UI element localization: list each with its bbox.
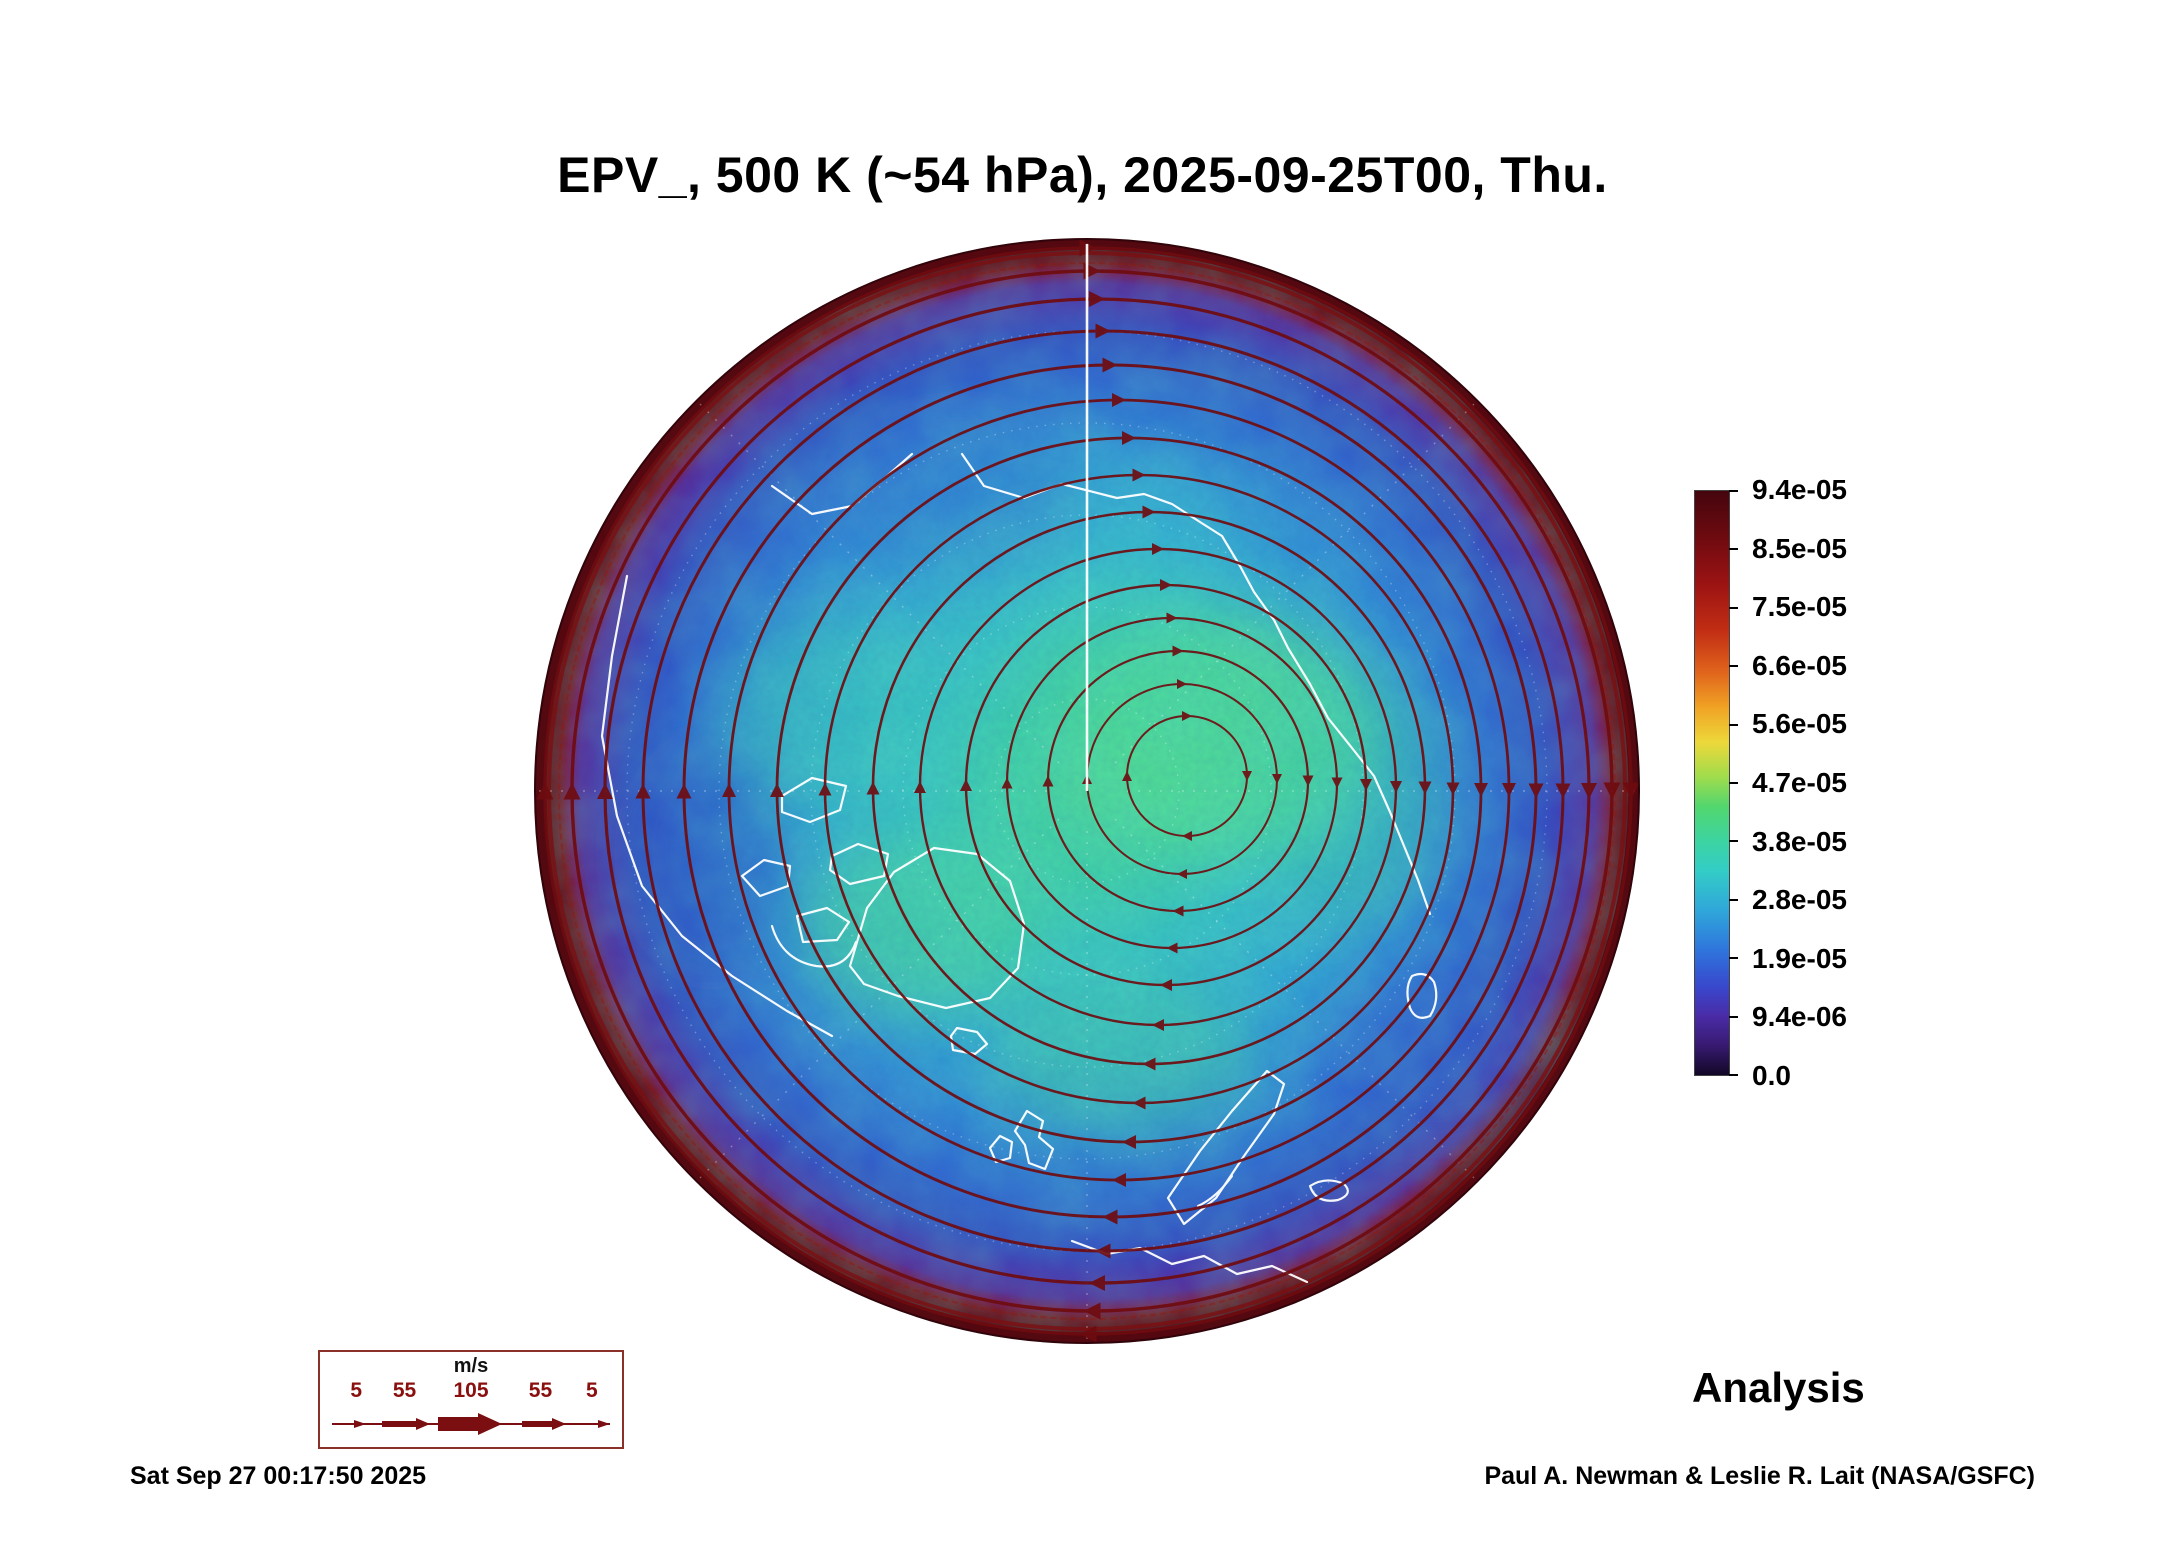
colorbar-labels: 9.4e-05 8.5e-05 7.5e-05 6.6e-05 5.6e-05 … bbox=[1752, 474, 1922, 1091]
colorbar-tick-label: 4.7e-05 bbox=[1752, 767, 1847, 798]
colorbar-tick-label: 9.4e-06 bbox=[1752, 1001, 1847, 1033]
streamlines bbox=[536, 239, 1639, 1343]
colorbar-tick-label: 0.0 bbox=[1752, 1060, 1791, 1091]
colorbar-tick-label: 9.4e-05 bbox=[1752, 474, 1847, 505]
wind-speed-legend: m/s 5 55 105 55 5 bbox=[318, 1350, 624, 1449]
colorbar-tick-label: 2.8e-05 bbox=[1752, 884, 1847, 916]
colorbar-tick bbox=[1729, 782, 1738, 784]
map-boundary bbox=[534, 238, 1640, 1344]
polar-map bbox=[534, 238, 1640, 1344]
wind-arrow-glyph bbox=[332, 1413, 610, 1435]
colorbar-tick bbox=[1729, 548, 1738, 551]
colorbar-tick bbox=[1729, 957, 1738, 960]
wind-scale-value: 55 bbox=[528, 1379, 553, 1402]
wind-scale-value: 105 bbox=[453, 1379, 489, 1402]
colorbar-tick bbox=[1729, 1015, 1738, 1018]
colorbar-tick bbox=[1729, 1074, 1738, 1076]
credit: Paul A. Newman & Leslie R. Lait (NASA/GS… bbox=[1484, 1462, 2035, 1490]
colorbar-tick bbox=[1729, 898, 1738, 901]
colorbar-tick-label: 5.6e-05 bbox=[1752, 708, 1847, 740]
colorbar-tick-label: 3.8e-05 bbox=[1752, 825, 1847, 857]
wind-units-label: m/s bbox=[453, 1355, 489, 1377]
plot-title: EPV_, 500 K (~54 hPa), 2025-09-25T00, Th… bbox=[557, 147, 1608, 203]
colorbar-tick bbox=[1729, 665, 1738, 668]
colorbar-tick-label: 1.9e-05 bbox=[1752, 942, 1847, 974]
wind-scale-value: 55 bbox=[392, 1379, 417, 1402]
colorbar-tick bbox=[1729, 490, 1738, 492]
colorbar bbox=[1694, 490, 1738, 1076]
colorbar-tick bbox=[1729, 606, 1738, 609]
analysis-label: Analysis bbox=[1692, 1364, 1865, 1411]
timestamp: Sat Sep 27 00:17:50 2025 bbox=[130, 1462, 427, 1490]
colorbar-tick-label: 7.5e-05 bbox=[1752, 591, 1847, 623]
colorbar-tick bbox=[1729, 723, 1738, 726]
wind-scale-value: 5 bbox=[350, 1379, 363, 1402]
colorbar-tick-label: 6.6e-05 bbox=[1752, 649, 1847, 681]
colorbar-tick-label: 8.5e-05 bbox=[1752, 532, 1847, 564]
wind-scale-value: 5 bbox=[585, 1379, 598, 1402]
colorbar-tick bbox=[1729, 840, 1738, 843]
